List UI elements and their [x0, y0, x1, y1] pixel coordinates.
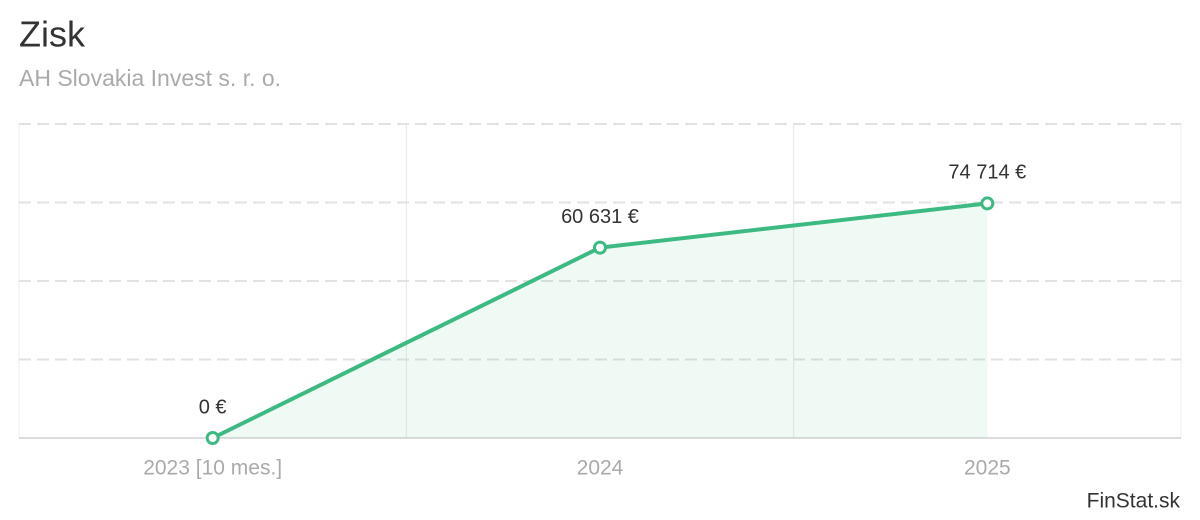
chart-title: Zisk	[19, 14, 86, 55]
credit: FinStat.sk	[1087, 490, 1181, 513]
chart-subtitle: AH Slovakia Invest s. r. o.	[19, 65, 281, 91]
point	[205, 431, 220, 445]
x-tick-label: 2024	[577, 457, 624, 480]
area	[212, 203, 988, 438]
data-label: 74 714 €	[948, 162, 1026, 184]
data-label: 0 €	[199, 396, 227, 418]
point	[980, 196, 995, 211]
point	[593, 240, 607, 255]
data-label: 60 631 €	[561, 206, 639, 228]
x-tick-label: 2023 [10 mes.]	[143, 457, 282, 480]
x-tick-label: 2025	[964, 457, 1011, 480]
